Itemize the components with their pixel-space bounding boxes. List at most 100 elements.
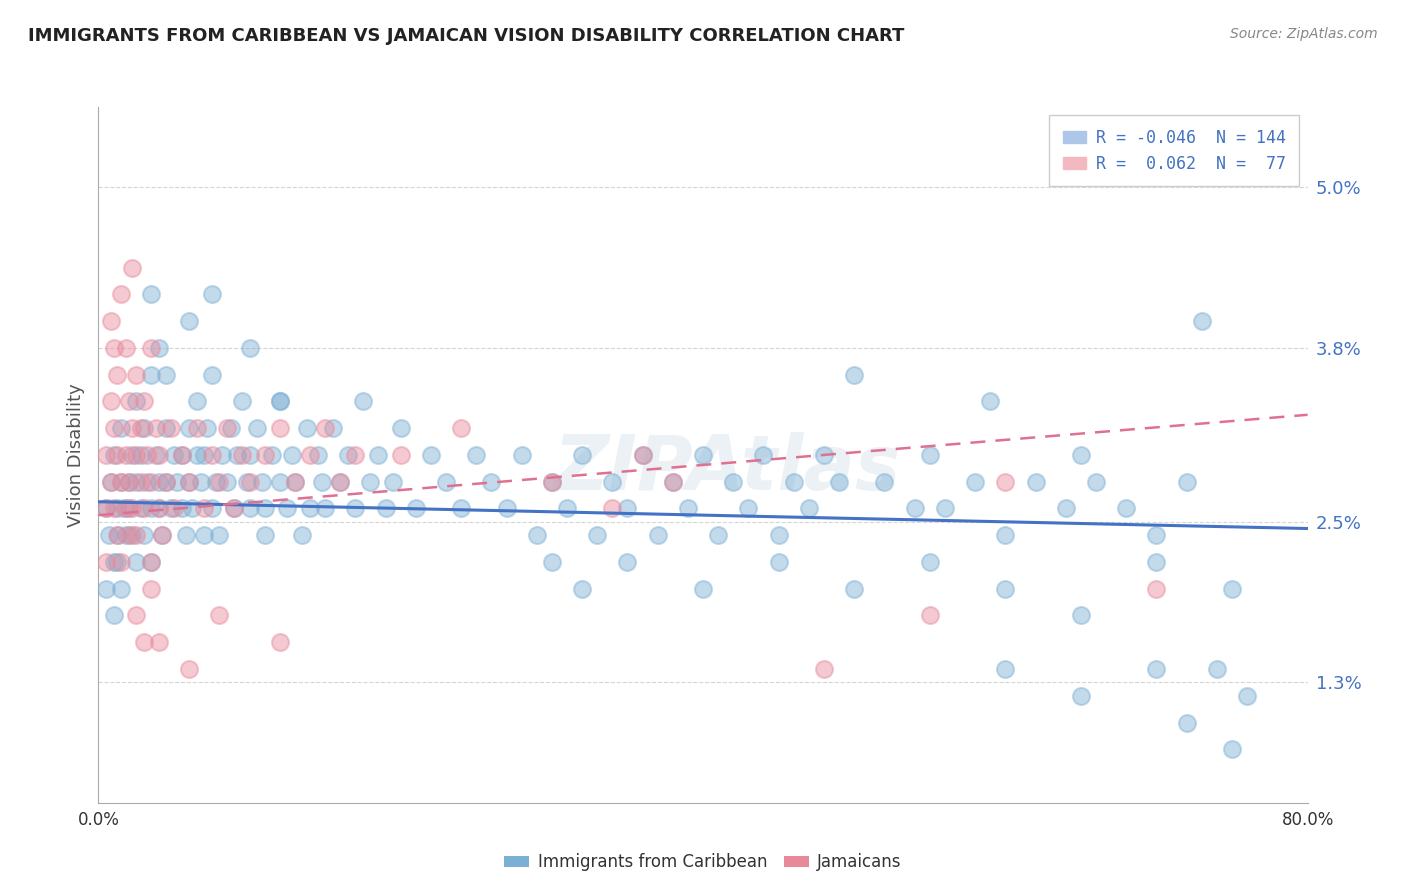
Point — [132, 421, 155, 435]
Point — [965, 475, 987, 489]
Point — [1144, 528, 1167, 542]
Text: ZIPAtlas: ZIPAtlas — [554, 432, 901, 506]
Point — [208, 528, 231, 542]
Point — [129, 501, 152, 516]
Point — [148, 475, 170, 489]
Point — [1144, 662, 1167, 676]
Point — [1024, 475, 1046, 489]
Point — [121, 421, 143, 435]
Point — [141, 555, 163, 569]
Point — [231, 448, 253, 462]
Point — [360, 475, 382, 489]
Point — [311, 475, 333, 489]
Point — [737, 501, 759, 516]
Point — [129, 475, 152, 489]
Point — [419, 448, 441, 462]
Point — [177, 421, 201, 435]
Point — [170, 448, 193, 462]
Point — [389, 448, 412, 462]
Point — [215, 475, 238, 489]
Point — [707, 528, 730, 542]
Point — [322, 421, 344, 435]
Point — [616, 555, 638, 569]
Point — [918, 448, 941, 462]
Point — [177, 314, 201, 328]
Point — [211, 448, 233, 462]
Point — [114, 448, 136, 462]
Point — [434, 475, 457, 489]
Point — [269, 475, 291, 489]
Point — [103, 341, 125, 355]
Point — [148, 448, 170, 462]
Point — [174, 528, 197, 542]
Point — [201, 448, 224, 462]
Point — [1054, 501, 1077, 516]
Point — [155, 368, 177, 382]
Point — [510, 448, 533, 462]
Point — [295, 421, 318, 435]
Point — [226, 448, 249, 462]
Point — [299, 448, 322, 462]
Point — [141, 368, 163, 382]
Point — [135, 448, 157, 462]
Point — [284, 475, 307, 489]
Point — [112, 501, 135, 516]
Point — [121, 528, 143, 542]
Point — [148, 635, 170, 649]
Point — [299, 501, 322, 516]
Point — [1144, 582, 1167, 596]
Point — [163, 501, 186, 516]
Point — [129, 421, 152, 435]
Point — [145, 448, 167, 462]
Point — [367, 448, 389, 462]
Point — [125, 608, 148, 623]
Point — [352, 394, 374, 409]
Point — [1175, 715, 1198, 730]
Point — [813, 662, 835, 676]
Point — [125, 555, 148, 569]
Point — [125, 448, 148, 462]
Point — [692, 448, 714, 462]
Point — [105, 368, 128, 382]
Point — [141, 341, 163, 355]
Point — [1070, 448, 1092, 462]
Point — [224, 501, 246, 516]
Point — [155, 475, 177, 489]
Point — [170, 501, 193, 516]
Point — [110, 421, 132, 435]
Point — [1206, 662, 1229, 676]
Point — [450, 421, 472, 435]
Point — [269, 421, 291, 435]
Point — [647, 528, 669, 542]
Point — [918, 555, 941, 569]
Point — [616, 501, 638, 516]
Point — [186, 448, 208, 462]
Point — [269, 394, 291, 409]
Point — [797, 501, 820, 516]
Point — [873, 475, 896, 489]
Point — [105, 555, 128, 569]
Point — [100, 475, 122, 489]
Point — [526, 528, 548, 542]
Point — [118, 475, 141, 489]
Point — [103, 555, 125, 569]
Point — [221, 421, 243, 435]
Point — [481, 475, 503, 489]
Point — [540, 475, 562, 489]
Point — [110, 475, 132, 489]
Point — [94, 582, 117, 596]
Point — [281, 448, 304, 462]
Point — [132, 528, 155, 542]
Point — [205, 475, 228, 489]
Point — [571, 448, 593, 462]
Point — [100, 394, 122, 409]
Point — [540, 475, 562, 489]
Point — [631, 448, 654, 462]
Point — [114, 341, 136, 355]
Point — [1070, 608, 1092, 623]
Point — [721, 475, 744, 489]
Point — [844, 368, 866, 382]
Point — [125, 528, 148, 542]
Point — [177, 662, 201, 676]
Point — [125, 394, 148, 409]
